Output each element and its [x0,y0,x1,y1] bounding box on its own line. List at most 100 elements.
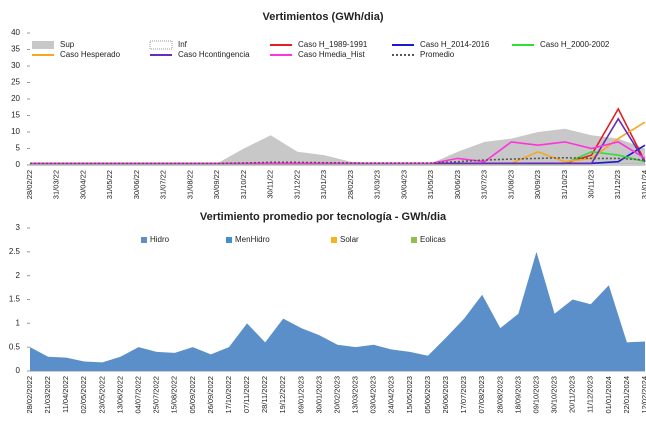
x-tick-label: 15/08/2022 [170,376,179,414]
legend-label: Caso Hmedia_Hist [298,50,365,59]
x-tick-label: 30/09/23 [533,170,542,199]
x-tick-label: 31/05/23 [426,170,435,199]
x-tick-label: 31/03/23 [373,170,382,199]
x-tick-label: 13/03/2023 [351,376,360,414]
legend-swatch [226,237,232,243]
x-tick-label: 05/09/2022 [188,376,197,414]
y-tick-label: 0 [16,366,21,375]
area [30,251,645,371]
x-tick-label: 31/05/22 [105,170,114,199]
y-tick-label: 10 [11,127,20,136]
x-tick-label: 30/11/23 [587,170,596,199]
y-tick-label: 2.5 [9,247,21,256]
x-tick-label: 31/01/23 [319,170,328,199]
x-tick-label: 15/05/2023 [405,376,414,414]
x-tick-label: 31/10/22 [239,170,248,199]
x-tick-label: 02/05/2022 [79,376,88,414]
x-tick-label: 30/06/22 [132,170,141,199]
x-tick-label: 21/03/2022 [43,376,52,414]
line [30,156,646,165]
legend-label: Caso H_2014-2016 [420,40,490,49]
x-tick-label: 17/07/2023 [459,376,468,414]
y-tick-label: 25 [11,78,20,87]
x-tick-label: 31/01/24 [640,170,646,199]
y-tick-label: 35 [11,45,20,54]
x-tick-label: 31/12/22 [292,170,301,199]
legend-label: Caso Hesperado [60,50,121,59]
x-tick-label: 09/01/2023 [296,376,305,414]
legend-label: Solar [340,235,359,244]
x-tick-label: 07/08/2023 [477,376,486,414]
y-tick-label: 3 [16,223,21,232]
chart-title: Vertimiento promedio por tecnología - GW… [200,211,447,223]
area [29,163,646,166]
legend-label: Promedio [420,50,455,59]
x-tick-label: 12/02/2024 [640,376,646,414]
legend-swatch [411,237,417,243]
x-tick-label: 30/10/2023 [550,376,559,414]
x-tick-label: 04/07/2022 [134,376,143,414]
chart-title: Vertimientos (GWh/dia) [262,11,383,23]
legend-label: Caso Hcontingencia [178,50,250,59]
x-tick-label: 28/11/2022 [260,376,269,413]
y-tick-label: 20 [11,94,20,103]
x-tick-label: 28/02/22 [25,170,34,199]
x-tick-label: 23/05/2022 [97,376,106,414]
x-tick-label: 30/01/2023 [314,376,323,414]
x-tick-label: 28/02/2022 [25,376,34,414]
x-tick-label: 30/06/23 [453,170,462,199]
x-tick-label: 01/01/2024 [604,376,613,414]
x-tick-label: 30/11/22 [266,170,275,199]
x-tick-label: 03/04/2023 [369,376,378,414]
x-tick-label: 31/07/22 [159,170,168,199]
x-tick-label: 28/08/2023 [495,376,504,414]
legend-label: Sup [60,40,75,49]
x-tick-label: 31/08/22 [185,170,194,199]
legend-label: MenHidro [235,235,270,244]
legend-swatch [149,40,173,50]
legend-label: Caso H_2000-2002 [540,40,610,49]
legend-label: Inf [178,40,188,49]
y-tick-label: 0 [16,160,21,169]
x-tick-label: 07/11/2022 [242,376,251,413]
y-tick-label: 40 [11,28,20,37]
legend-swatch [331,237,337,243]
y-tick-label: 1 [16,318,21,327]
x-tick-label: 20/11/2023 [568,376,577,413]
x-tick-label: 19/12/2022 [278,376,287,414]
x-tick-label: 26/06/2023 [441,376,450,414]
x-tick-label: 31/08/23 [506,170,515,199]
x-tick-label: 25/07/2022 [152,376,161,414]
x-tick-label: 26/09/2022 [206,376,215,414]
x-tick-label: 11/12/2023 [586,376,595,413]
x-tick-label: 31/12/23 [613,170,622,199]
x-tick-label: 31/10/23 [560,170,569,199]
x-tick-label: 20/02/2023 [332,376,341,414]
x-tick-label: 30/04/22 [78,170,87,199]
line [30,141,646,165]
x-tick-label: 30/04/23 [399,170,408,199]
x-tick-label: 05/06/2023 [423,376,432,414]
area [30,128,645,165]
legend-swatch [141,237,147,243]
legend-label: Caso H_1989-1991 [298,40,368,49]
x-tick-label: 22/01/2024 [622,376,631,414]
y-tick-label: 5 [16,144,21,153]
legend-label: Hidro [150,235,170,244]
x-tick-label: 24/04/2023 [387,376,396,414]
y-tick-label: 15 [11,111,20,120]
y-tick-label: 1.5 [9,295,21,304]
x-tick-label: 31/03/22 [52,170,61,199]
legend-swatch [32,41,54,49]
x-tick-label: 17/10/2022 [224,376,233,414]
x-tick-label: 31/07/23 [480,170,489,199]
y-tick-label: 30 [11,61,20,70]
x-tick-label: 13/06/2022 [115,376,124,414]
y-tick-label: 2 [16,271,21,280]
legend-label: Eolicas [420,235,446,244]
x-tick-label: 11/04/2022 [61,376,70,413]
x-tick-label: 30/09/22 [212,170,221,199]
x-tick-label: 18/09/2023 [513,376,522,414]
x-tick-label: 28/02/23 [346,170,355,199]
